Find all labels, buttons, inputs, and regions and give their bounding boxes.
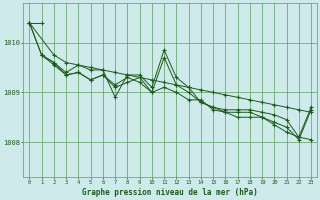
X-axis label: Graphe pression niveau de la mer (hPa): Graphe pression niveau de la mer (hPa) [82,188,258,197]
